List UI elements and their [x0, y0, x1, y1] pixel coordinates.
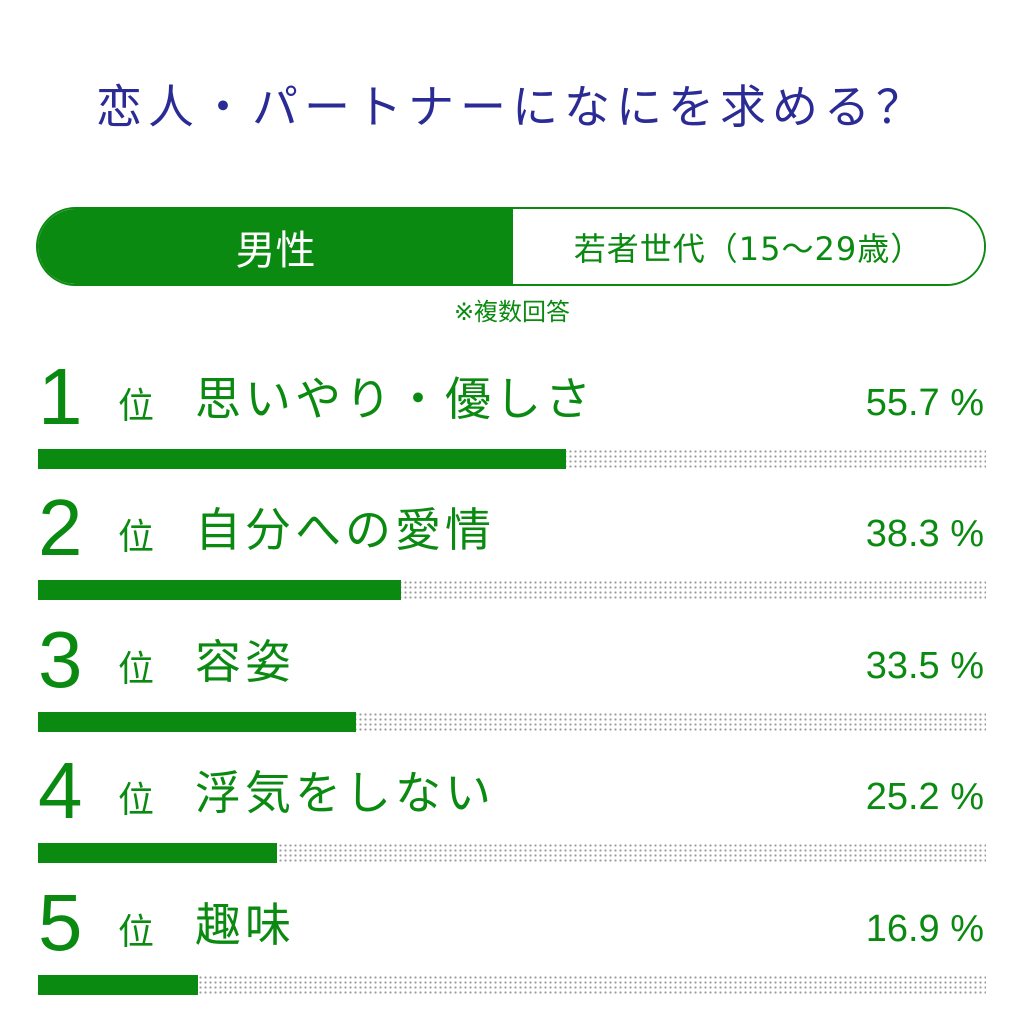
rank-suffix: 位 [118, 780, 155, 821]
category-label: 趣味 [195, 898, 295, 952]
category-label: 容姿 [195, 635, 295, 689]
bar [38, 449, 567, 469]
rank-number: 3 [38, 615, 83, 704]
value-label: 33.5 % [865, 645, 984, 687]
bar-track [38, 580, 986, 600]
rank-row: 2 位自分への愛情 38.3 % [38, 488, 986, 608]
rank-row: 3 位容姿 33.5 % [38, 620, 986, 740]
filter-segment: 男性 若者世代（15〜29歳） [36, 207, 986, 286]
rank-suffix: 位 [118, 386, 155, 427]
filter-age-label: 若者世代（15〜29歳） [513, 209, 984, 284]
filter-gender-label: 男性 [38, 209, 513, 284]
rank-number: 5 [38, 878, 83, 967]
bar-track [38, 843, 986, 863]
category-label: 思いやり・優しさ [195, 372, 595, 426]
rank-number: 1 [38, 352, 83, 441]
rank-number: 2 [38, 483, 83, 572]
bar-track [38, 712, 986, 732]
bar [38, 975, 199, 995]
category-label: 浮気をしない [195, 766, 495, 820]
rank-suffix: 位 [118, 912, 155, 953]
rank-number: 4 [38, 746, 83, 835]
value-label: 25.2 % [865, 776, 984, 818]
bar [38, 843, 277, 863]
value-label: 16.9 % [865, 908, 984, 950]
bar [38, 580, 402, 600]
category-label: 自分への愛情 [195, 503, 495, 557]
bar [38, 712, 356, 732]
rank-suffix: 位 [118, 649, 155, 690]
rank-suffix: 位 [118, 517, 155, 558]
rank-row: 5 位趣味 16.9 % [38, 883, 986, 1003]
value-label: 55.7 % [865, 382, 984, 424]
bar-track [38, 449, 986, 469]
value-label: 38.3 % [865, 513, 984, 555]
rank-row: 4 位浮気をしない 25.2 % [38, 751, 986, 871]
chart-title: 恋人・パートナーになにを求める？ [96, 80, 928, 134]
rank-row: 1 位思いやり・優しさ 55.7 % [38, 357, 986, 477]
multiple-answer-note: ※複数回答 [453, 298, 571, 326]
bar-track [38, 975, 986, 995]
